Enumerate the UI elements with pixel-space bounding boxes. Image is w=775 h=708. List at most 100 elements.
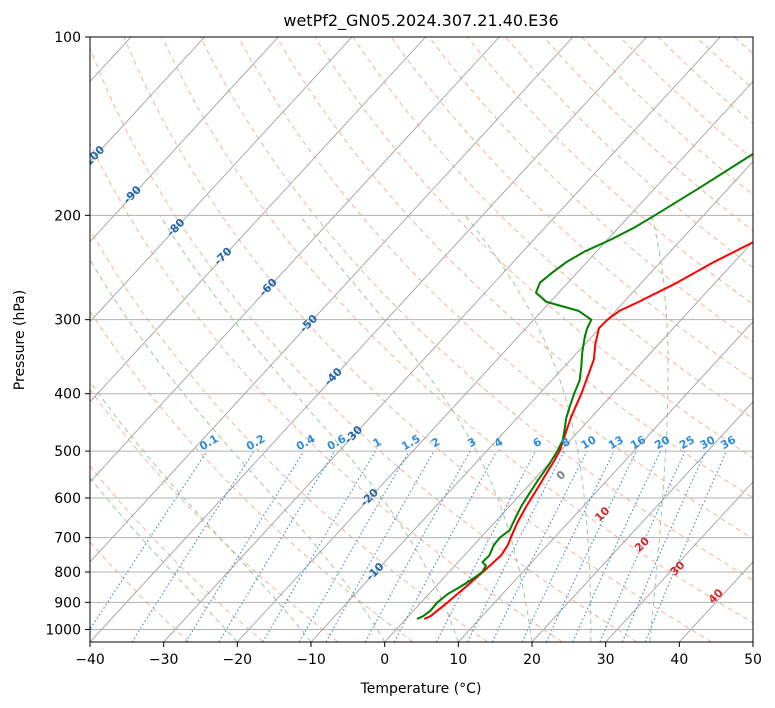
isotherm [0,37,57,642]
dry-adiabat [314,37,753,459]
y-tick-label: 400 [54,387,81,403]
isotherm [163,37,721,642]
mixing-ratio-label: 2 [429,435,442,450]
x-tick-label: −40 [75,652,105,668]
mixing-ratio-label: 0.1 [197,432,220,453]
dry-adiabat [428,37,753,343]
y-tick-label: 1000 [45,622,81,638]
moist-adiabat [90,477,238,642]
x-tick-label: 30 [597,652,615,668]
dry-adiabat [390,37,753,381]
mixing-ratio-label: 3 [465,435,478,450]
mixing-ratio-line [467,450,565,642]
dry-adiabat [90,46,638,642]
moist-adiabat [159,215,459,642]
temperature-profile-line [423,241,753,620]
dry-adiabat [466,37,753,305]
chart-title: wetPf2_GN05.2024.307.21.40.E36 [283,11,558,31]
isotherm [384,240,753,642]
isotherm [458,321,753,642]
x-tick-label: −20 [223,652,253,668]
mixing-ratio-line [131,450,255,642]
mixing-ratio-line [90,450,208,631]
dry-adiabat [123,37,712,642]
y-tick-label: 100 [54,30,81,46]
mixing-ratio-line [185,450,305,642]
plot-frame [89,36,754,643]
mixing-ratio-line [364,450,471,642]
dry-adiabat [581,37,753,196]
y-tick-label: 500 [54,444,81,460]
y-tick-label: 800 [54,565,81,581]
dry-adiabat [90,465,264,642]
isotherm [90,37,353,323]
moist-adiabat [90,258,386,642]
y-axis-label: Pressure (hPa) [12,290,28,390]
isotherm [679,561,753,642]
mixing-ratio-label: 0.4 [294,432,318,453]
mixing-ratio-label: 30 [698,433,718,452]
isotherm [752,641,753,642]
y-tick-label: 600 [54,491,81,507]
y-tick-label: 700 [54,531,81,547]
isotherm [90,37,426,403]
x-tick-label: 40 [670,652,688,668]
dry-adiabat [237,37,753,540]
x-tick-label: −10 [296,652,326,668]
isotherm [90,37,205,163]
background-reference-lines [0,37,753,642]
isotherm [90,37,647,642]
mixing-ratio-line [644,450,728,642]
x-tick-label: 50 [744,652,762,668]
mixing-ratio-label: 13 [606,433,626,452]
moist-adiabat-label: 0 [554,468,569,483]
isotherm [605,481,753,642]
x-tick-label: 0 [380,652,389,668]
isotherm [90,37,500,483]
dry-adiabat [543,37,753,232]
x-axis-label: Temperature (°C) [360,681,482,697]
mixing-ratio-label: 16 [628,433,648,452]
y-tick-label: 300 [54,313,81,329]
isotherm [310,160,753,642]
isotherm [237,80,753,642]
x-tick-label: −30 [149,652,179,668]
mixing-ratio-line [325,450,435,642]
mixing-ratio-line [262,450,376,642]
plot-area: -100-90-80-70-60-50-40-30-20-100.1 0.2 0.4… [0,37,753,642]
mixing-ratio-line [599,450,686,642]
dry-adiabat [90,388,339,642]
y-axis: 100 200 300 400 500 600 700 800 900 1000 [45,30,90,638]
mixing-ratio-label: 6 [531,435,544,450]
x-tick-label: 20 [523,652,541,668]
dry-adiabat [90,541,190,642]
y-tick-label: 200 [54,208,81,224]
dry-adiabat [695,37,753,90]
mixing-ratio-line [218,450,336,642]
moist-adiabat [465,214,592,642]
mixing-ratio-line [298,450,410,642]
isotherm [531,401,753,642]
x-tick-label: 10 [449,652,467,668]
moist-adiabat [299,215,533,642]
y-tick-label: 900 [54,595,81,611]
dry-adiabat [90,142,563,642]
mixing-ratio-label: 1 [371,435,384,450]
mixing-ratio-label: 10 [579,433,599,452]
dry-adiabat [161,37,753,624]
mixing-ratio-label: 20 [652,433,672,452]
isotherm [90,37,574,563]
mixing-ratio-line [621,450,707,642]
mixing-ratio-label: 1.5 [399,432,422,453]
dewpoint-profile-line [416,152,753,620]
x-axis: −40 −30 −20 −10 0 10 20 30 40 50 [75,642,762,668]
mixing-ratio-line [435,450,537,642]
moist-adiabat [649,215,669,642]
pressure-grid [90,37,753,630]
moist-adiabat-label: 40 [706,586,726,606]
dry-adiabat [657,37,753,125]
dry-adiabat [734,37,753,55]
moist-adiabat-label: 30 [668,558,688,578]
mixing-ratio-line [521,450,615,642]
